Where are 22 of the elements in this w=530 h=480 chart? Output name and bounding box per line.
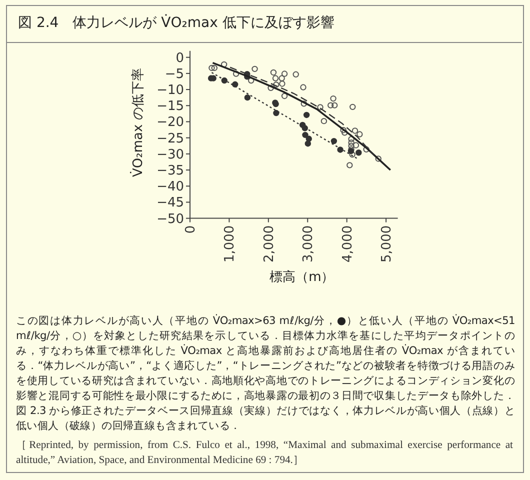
- text: ［Reprinted, by permission, from C.S. Fulco et al., 1998, “Maximal and submaximal exercise performance at altitude,” Aviation, Space, and Environmental Medicine 69 : 794.］: [16, 439, 513, 468]
- y-tick-label: −5: [164, 66, 184, 82]
- x-tick-label: 1,000: [222, 225, 238, 263]
- y-tick-label: −10: [156, 83, 184, 98]
- y-tick-label: −35: [156, 164, 184, 179]
- y-tick-label: −20: [156, 115, 184, 130]
- chart-title: 図 2.4 体力レベルが V̇O₂max 低下に及ぼす影響: [18, 14, 334, 32]
- y-tick-label: −15: [156, 99, 184, 114]
- y-tick-label: −30: [156, 147, 184, 162]
- y-tick-label: 0: [176, 50, 184, 66]
- y-tick-label: −50: [156, 212, 184, 227]
- x-tick-label: 5,000: [380, 225, 395, 263]
- x-tick-label: 0: [184, 225, 198, 234]
- y-axis-title: V̇O₂max の低下率: [130, 68, 146, 177]
- x-axis-title: 標高（m）: [270, 269, 334, 285]
- y-tick-label: −45: [156, 196, 184, 211]
- x-tick-label: 4,000: [340, 225, 356, 263]
- y-tick-label: −25: [156, 131, 184, 146]
- text: この図は体力レベルが高い人（平地の V̇O₂max>63 mℓ/kg/分，●）と低い人（平地の V̇O₂max<51 mℓ/kg/分，○）を対象とした研究結果を示している．目標体力水準を基にした平均データポイントのみ，すなわち体重で標準化した V̇O₂max と高地暴露前および高地居住者の V̇O₂max が含まれている．“体力レベルが高い”，“よく適応した”，“トレーニングされた”などの被験者を特徴づける用語のみを使用している研究は含まれていない．高地順化や高地でのトレーニングによるコンディション変化の影響と混同する可能性を最小限にするために，高地暴露の最初の３日間で収集したデータも除外した．図 2.3 から修正されたデータベース回帰直線（実線）だけではなく，体力レベルが高い個人（点線）と低い個人（破線）の回帰直線も含まれている．: [16, 314, 515, 434]
- y-tick-label: −40: [156, 180, 184, 195]
- x-tick-label: 3,000: [301, 225, 316, 263]
- x-tick-label: 2,000: [262, 225, 277, 263]
